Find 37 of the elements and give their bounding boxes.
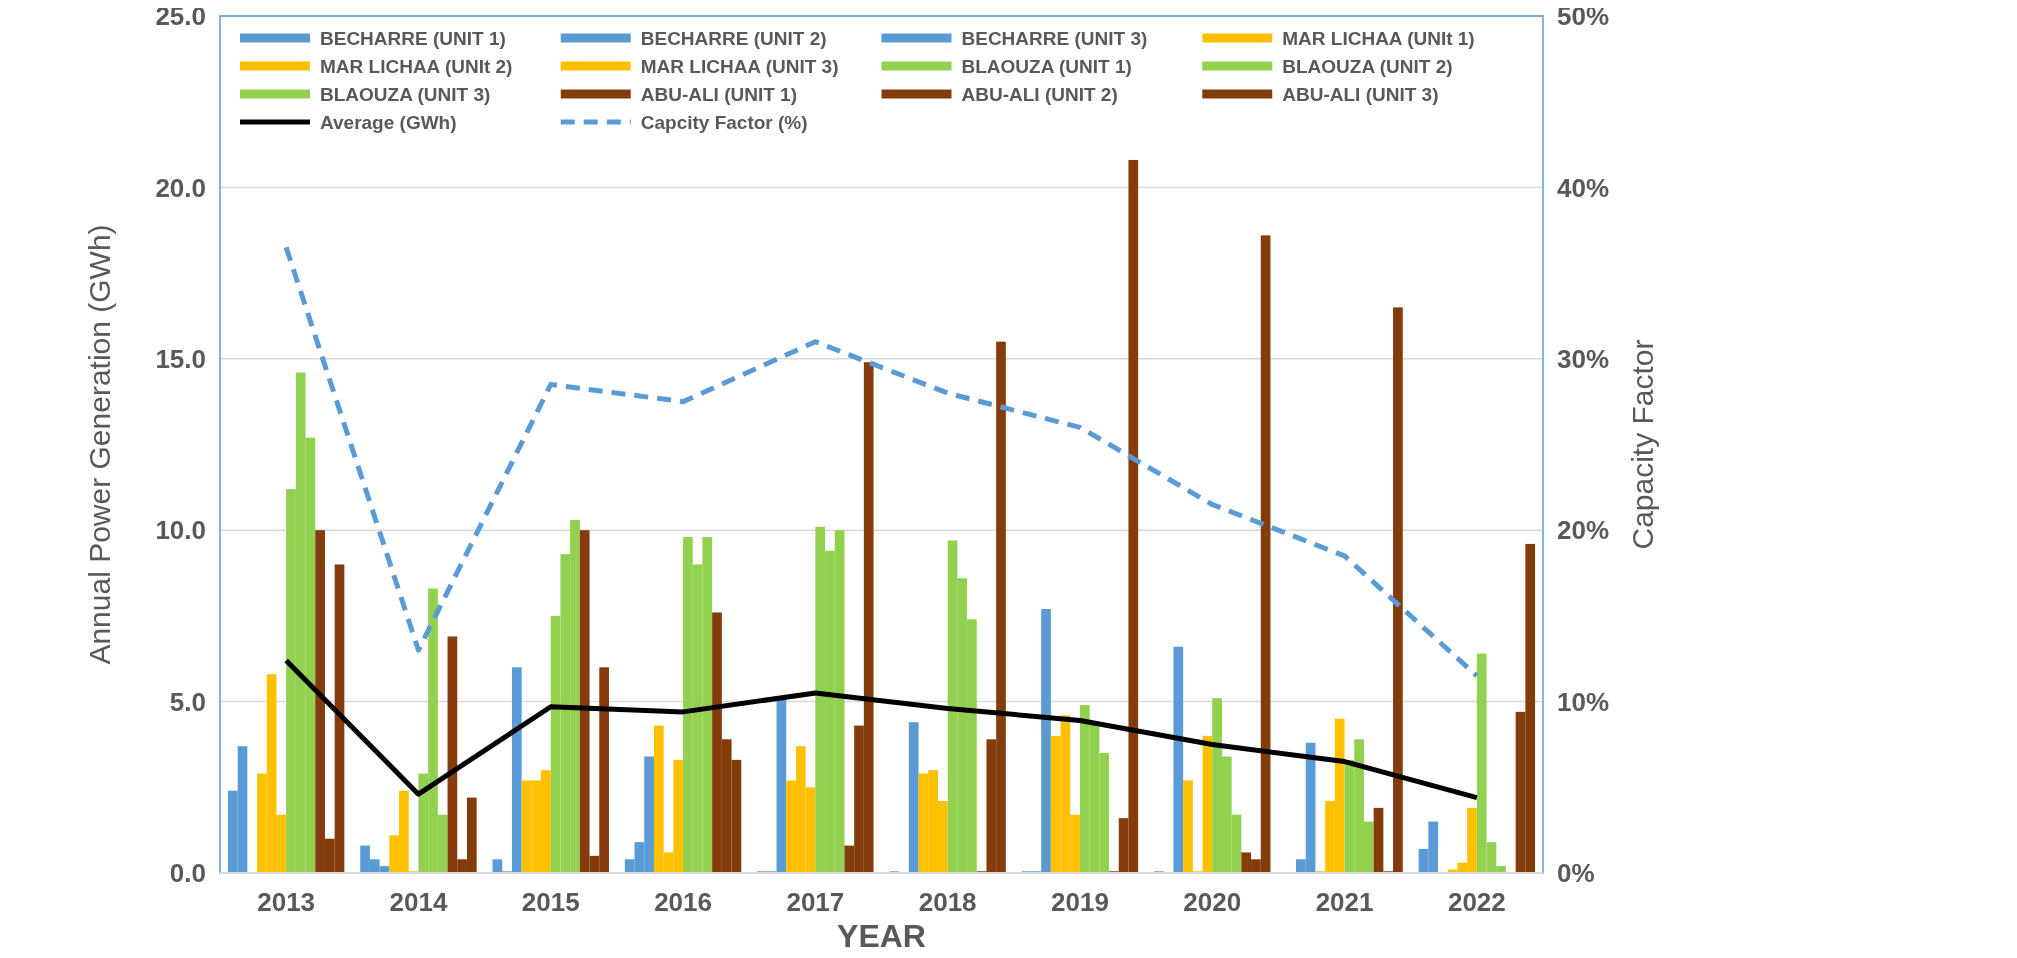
legend-label: BECHARRE (UNIT 3) (961, 27, 1148, 49)
x-tick-label: 2020 (1183, 887, 1242, 917)
legend-label: BLAOUZA (UNIT 2) (1282, 55, 1453, 77)
x-tick-label: 2013 (257, 887, 316, 917)
y2-tick-label: 20% (1557, 515, 1610, 546)
legend-label: BECHARRE (UNIT 1) (320, 27, 506, 49)
y-tick-label: 5.0 (169, 686, 206, 717)
x-tick-label: 2014 (389, 887, 448, 917)
legend-label: MAR LICHAA (UNIt 1) (1282, 27, 1475, 49)
x-tick-label: 2021 (1315, 887, 1374, 917)
y2-tick-label: 40% (1557, 172, 1610, 203)
x-tick-label: 2018 (918, 887, 977, 917)
y-tick-label: 20.0 (155, 172, 206, 203)
legend-label: BLAOUZA (UNIT 3) (320, 83, 491, 105)
legend-label: ABU-ALI (UNIT 3) (1282, 83, 1439, 105)
x-axis-title: YEAR (837, 918, 926, 954)
legend-label: ABU-ALI (UNIT 1) (640, 83, 797, 105)
x-tick-label: 2017 (786, 887, 845, 917)
x-tick-label: 2015 (521, 887, 580, 917)
y2-tick-label: 30% (1557, 343, 1610, 374)
y2-axis-title: Capacity Factor (1626, 339, 1659, 550)
legend-label: ABU-ALI (UNIT 2) (961, 83, 1118, 105)
legend-label: MAR LICHAA (UNIt 2) (320, 55, 513, 77)
legend-label: Capcity Factor (%) (640, 111, 808, 133)
legend-label: BECHARRE (UNIT 2) (640, 27, 827, 49)
legend-label: MAR LICHAA (UNIT 3) (640, 55, 839, 77)
x-tick-label: 2016 (654, 887, 712, 917)
x-tick-label: 2022 (1447, 887, 1506, 917)
x-tick-label: 2019 (1051, 887, 1109, 917)
y2-tick-label: 10% (1557, 686, 1610, 717)
y-tick-label: 0.0 (169, 858, 206, 889)
y-axis-title: Annual Power Generation (GWh) (83, 224, 116, 665)
legend-label: BLAOUZA (UNIT 1) (961, 55, 1132, 77)
y2-tick-label: 0% (1557, 858, 1595, 889)
y-tick-label: 15.0 (155, 343, 206, 374)
legend-label: Average (GWh) (320, 111, 457, 133)
y-tick-label: 10.0 (155, 515, 206, 546)
